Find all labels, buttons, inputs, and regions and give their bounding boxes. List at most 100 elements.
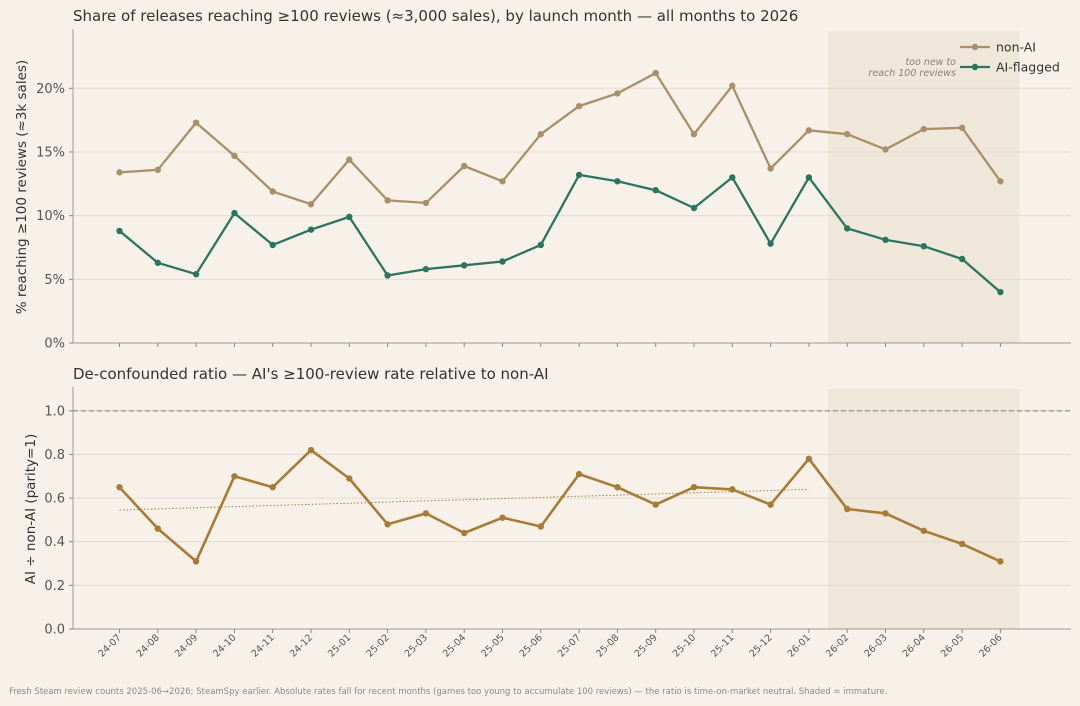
trend-line <box>119 488 809 511</box>
annotation-too-new: too new to <box>905 57 956 68</box>
data-point-non-ai <box>575 102 583 110</box>
data-point-ratio <box>307 446 315 454</box>
annotation-too-new: reach 100 reviews <box>868 68 956 79</box>
data-point-ratio <box>997 558 1004 565</box>
data-point-non-ai <box>882 146 889 153</box>
data-point-ratio <box>154 525 161 532</box>
data-point-non-ai <box>767 165 774 172</box>
data-point-ai-flagged <box>231 209 238 217</box>
data-point-non-ai <box>499 178 506 185</box>
shaded-immature-region <box>828 389 1020 629</box>
data-point-non-ai <box>422 199 430 207</box>
data-point-ai-flagged <box>537 241 544 249</box>
data-point-ai-flagged <box>729 174 736 181</box>
legend-marker <box>971 43 979 51</box>
data-point-ai-flagged <box>307 226 315 233</box>
y-tick-label: 0.0 <box>44 623 65 638</box>
chart-title: De-confounded ratio — AI's ≥100-review r… <box>73 365 549 383</box>
data-point-ai-flagged <box>192 271 200 278</box>
data-point-ratio <box>920 527 927 535</box>
data-point-ratio <box>767 501 774 508</box>
y-tick-label: 20% <box>36 82 65 97</box>
footer-note: Fresh Steam review counts 2025-06→2026; … <box>9 687 887 697</box>
data-point-ratio <box>461 529 468 537</box>
data-point-non-ai <box>346 156 353 163</box>
data-point-non-ai <box>805 127 813 134</box>
data-point-ai-flagged <box>690 204 698 212</box>
y-tick-label: 0.8 <box>44 448 65 463</box>
data-point-non-ai <box>192 119 200 126</box>
y-tick-label: 0.2 <box>44 579 65 594</box>
y-tick-label: 1.0 <box>44 404 65 419</box>
data-point-ratio <box>729 486 736 493</box>
data-point-ratio <box>614 483 621 491</box>
data-point-ai-flagged <box>958 255 966 263</box>
y-axis-label: % reaching ≥100 reviews (≈3k sales) <box>14 60 30 314</box>
data-point-ratio <box>269 483 276 491</box>
data-point-non-ai <box>116 169 123 176</box>
data-point-non-ai <box>844 130 851 138</box>
y-tick-label: 5% <box>44 273 65 288</box>
data-point-ai-flagged <box>116 227 123 235</box>
data-point-ai-flagged <box>269 241 276 249</box>
data-point-non-ai <box>652 69 659 77</box>
data-point-non-ai <box>690 130 698 138</box>
y-tick-label: 0% <box>44 337 65 352</box>
data-point-ai-flagged <box>652 186 659 194</box>
data-point-ai-flagged <box>920 243 927 250</box>
y-tick-label: 15% <box>36 145 65 160</box>
shaded-immature-region <box>828 31 1020 343</box>
data-point-ai-flagged <box>767 240 774 247</box>
data-point-ai-flagged <box>805 174 813 181</box>
data-point-ai-flagged <box>461 262 468 269</box>
chart-share-reaching-100-reviews: 0% 5% 10% 15% 20% Share of releases reaching … <box>14 7 1071 352</box>
data-point-non-ai <box>269 188 276 195</box>
data-point-non-ai <box>997 178 1004 185</box>
y-tick-label: 0.4 <box>44 535 65 550</box>
data-point-non-ai <box>154 166 161 174</box>
data-point-ai-flagged <box>575 171 583 179</box>
data-point-non-ai <box>958 124 966 131</box>
data-point-ratio <box>575 470 583 478</box>
data-point-ratio <box>499 514 506 521</box>
data-point-ai-flagged <box>499 258 506 265</box>
data-point-ratio <box>537 523 544 530</box>
data-point-ai-flagged <box>844 225 851 232</box>
data-point-ai-flagged <box>154 259 161 266</box>
data-point-ratio <box>384 521 391 528</box>
data-point-non-ai <box>231 152 238 159</box>
y-axis-label: AI ÷ non-AI (parity=1) <box>23 434 39 584</box>
data-point-ratio <box>805 455 813 463</box>
data-point-non-ai <box>537 130 544 138</box>
data-point-ratio <box>958 540 966 548</box>
data-point-non-ai <box>307 200 315 208</box>
legend-label: AI-flagged <box>996 60 1060 75</box>
legend-marker <box>971 63 979 71</box>
y-tick-label: 10% <box>36 209 65 224</box>
data-point-ai-flagged <box>384 272 391 279</box>
data-point-non-ai <box>461 162 468 170</box>
data-point-ratio <box>116 483 123 491</box>
data-point-ratio <box>844 505 851 513</box>
data-point-ratio <box>346 475 353 482</box>
data-point-ratio <box>231 473 238 480</box>
series-line-non-ai <box>119 71 1002 206</box>
chart-title: Share of releases reaching ≥100 reviews … <box>73 7 798 25</box>
data-point-ai-flagged <box>422 265 430 273</box>
series-line-ai-flagged <box>118 173 1002 293</box>
data-point-ratio <box>882 510 889 517</box>
data-point-non-ai <box>729 82 736 89</box>
series-line-ratio <box>118 448 1001 563</box>
data-point-ai-flagged <box>882 236 889 244</box>
data-point-non-ai <box>384 197 391 204</box>
data-point-ai-flagged <box>614 178 621 185</box>
y-tick-label: 0.6 <box>44 492 65 507</box>
data-point-non-ai <box>920 125 927 133</box>
data-point-ai-flagged <box>997 288 1004 296</box>
data-point-ratio <box>192 558 200 565</box>
legend-label: non-AI <box>996 40 1036 55</box>
data-point-ratio <box>652 501 659 508</box>
data-point-non-ai <box>614 90 621 97</box>
data-point-ai-flagged <box>346 213 353 221</box>
